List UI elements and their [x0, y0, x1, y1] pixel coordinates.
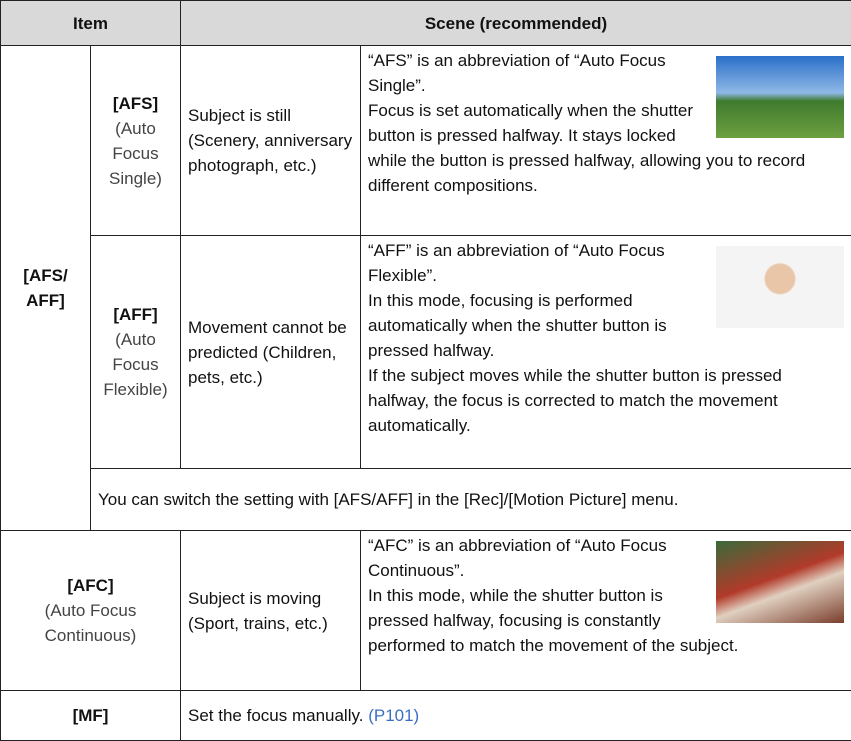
subject: Subject is moving (Sport, trains, etc.): [180, 530, 361, 691]
mode-cell: [AFF] (Auto Focus Flexible): [90, 235, 181, 469]
mode-desc: (Auto Focus Flexible): [103, 330, 168, 399]
mode-name: [AFC]: [67, 576, 114, 595]
afc-row: [AFC] (Auto Focus Continuous) Subject is …: [0, 530, 851, 691]
detail: In this mode, focusing is performed auto…: [368, 291, 667, 360]
details: “AFF” is an abbreviation of “Auto Focus …: [360, 235, 851, 469]
detail: “AFS” is an abbreviation of “Auto Focus …: [368, 51, 666, 95]
aff-row: [AFF] (Auto Focus Flexible) Movement cann…: [1, 235, 851, 469]
mode-cell: [MF]: [0, 690, 181, 741]
header-row: Item Scene (recommended): [0, 0, 851, 46]
subject: Movement cannot be predicted (Children, …: [180, 235, 361, 469]
header-scene: Scene (recommended): [180, 0, 851, 46]
mode-desc: (Auto Focus Continuous): [44, 601, 137, 645]
mode-name: [AFF]: [113, 305, 158, 324]
mode-cell: [AFS] (Auto Focus Single): [90, 45, 181, 236]
header-item: Item: [0, 0, 181, 46]
detail: Focus is set automatically when the shut…: [368, 101, 806, 195]
scene-image: [716, 56, 844, 138]
scene-image: [716, 541, 844, 623]
detail: “AFF” is an abbreviation of “Auto Focus …: [368, 241, 665, 285]
mode-desc: (Auto Focus Single): [109, 118, 162, 188]
details: “AFC” is an abbreviation of “Auto Focus …: [360, 530, 851, 691]
mf-row: [MF] Set the focus manually. (P101): [0, 690, 851, 741]
subject: Subject is still (Scenery, anniversary p…: [180, 45, 361, 236]
note-row: You can switch the setting with [AFS/AFF…: [1, 468, 851, 531]
mode-cell: [AFC] (Auto Focus Continuous): [0, 530, 181, 691]
group-label: [AFS/ AFF]: [0, 45, 91, 531]
detail: “AFC” is an abbreviation of “Auto Focus …: [368, 536, 667, 580]
mode-name: [AFS]: [112, 93, 159, 113]
mf-text-cell: Set the focus manually. (P101): [180, 690, 851, 741]
page-link[interactable]: (P101): [368, 706, 420, 725]
details: “AFS” is an abbreviation of “Auto Focus …: [360, 45, 851, 236]
mode-name: [MF]: [72, 706, 109, 725]
group-text: [AFS/ AFF]: [23, 266, 68, 310]
afs-row: [AFS/ AFF] [AFS] (Auto Focus Single) Subj…: [0, 45, 851, 531]
mf-text: Set the focus manually.: [188, 706, 364, 725]
detail: In this mode, while the shutter button i…: [368, 586, 739, 655]
detail: If the subject moves while the shutter b…: [368, 366, 782, 435]
scene-image: [716, 246, 844, 328]
note: You can switch the setting with [AFS/AFF…: [90, 468, 851, 531]
